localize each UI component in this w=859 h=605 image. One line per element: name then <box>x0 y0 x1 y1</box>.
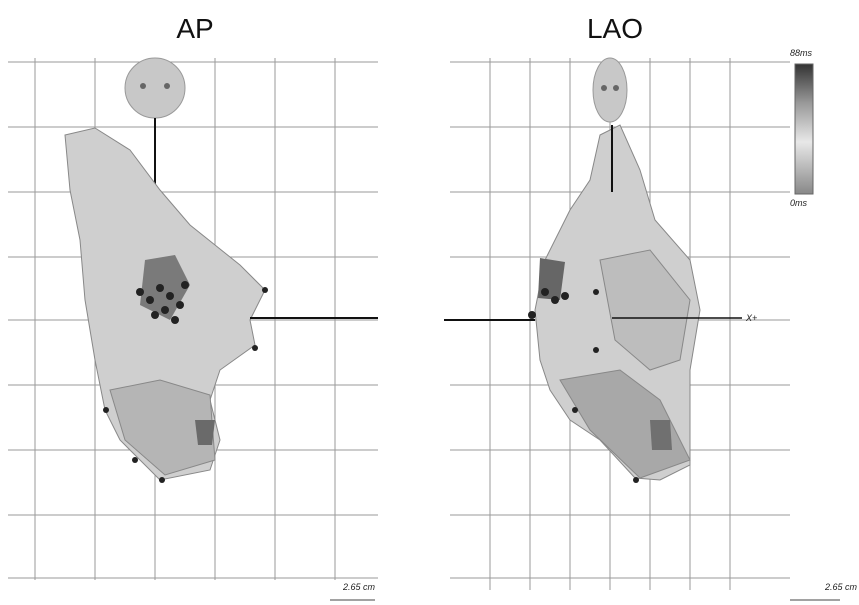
head-icon <box>125 58 185 118</box>
ap-panel: AP 2.65 cm <box>8 13 378 600</box>
colorbar-min: 0ms <box>790 198 808 208</box>
panel-title: AP <box>176 13 213 44</box>
panel-title: LAO <box>587 13 643 44</box>
color-bar <box>795 64 813 194</box>
figure: AP 2.65 cm LAO <box>0 0 859 605</box>
scale-label: 2.65 cm <box>342 582 376 592</box>
lao-panel: LAO X+ 88ms 0ms 2.65 cm <box>444 13 858 600</box>
scale-label: 2.65 cm <box>824 582 858 592</box>
axis-label: X+ <box>745 313 757 323</box>
colorbar-max: 88ms <box>790 48 813 58</box>
